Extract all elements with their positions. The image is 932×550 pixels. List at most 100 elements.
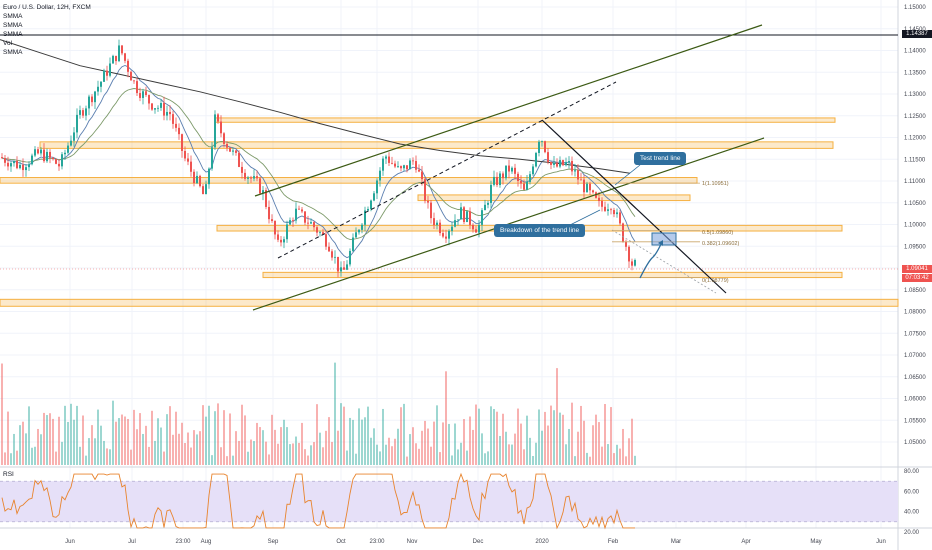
legend-indicator[interactable]: SMMA — [3, 22, 23, 29]
breakdown-callout[interactable]: Breakdown of the trend line — [494, 224, 586, 237]
candle-body — [307, 222, 309, 224]
volume-bar — [31, 447, 33, 465]
volume-bar — [526, 415, 528, 465]
volume-bar — [373, 428, 375, 465]
volume-bar — [511, 444, 513, 465]
candle-body — [340, 267, 342, 272]
volume-bar — [16, 450, 18, 465]
candle-body — [502, 173, 504, 179]
candle-body — [394, 163, 396, 167]
candle-body — [289, 220, 291, 225]
candle-body — [475, 229, 477, 233]
candle-body — [205, 184, 207, 195]
volume-bar — [508, 444, 510, 465]
volume-bar — [547, 425, 549, 465]
legend-indicator[interactable]: Vol — [3, 40, 13, 47]
candle-body — [460, 207, 462, 220]
volume-bar — [226, 456, 228, 465]
volume-bar — [316, 404, 318, 465]
candle-body — [157, 107, 159, 109]
candle-body — [622, 223, 624, 242]
volume-bar — [238, 440, 240, 465]
rsi-line — [1, 472, 635, 530]
legend-indicator[interactable]: SMMA — [3, 13, 23, 20]
candle-body — [310, 222, 312, 224]
volume-bar — [289, 444, 291, 465]
price-axis-label: 1.10500 — [904, 201, 926, 207]
legend-title[interactable]: Euro / U.S. Dollar, 12H, FXCM — [3, 4, 91, 11]
candle-body — [100, 81, 102, 87]
candle-body — [16, 160, 18, 169]
volume-bar — [535, 442, 537, 465]
candle-body — [208, 168, 210, 185]
price-axis-label: 1.08500 — [904, 288, 926, 294]
candle-body — [271, 219, 273, 222]
volume-bar — [1, 363, 3, 465]
price-axis-label: 1.13500 — [904, 70, 926, 76]
volume-bar — [583, 420, 585, 465]
support-resistance-zone — [39, 141, 834, 149]
price-axis-label: 1.11000 — [904, 179, 926, 185]
candle-body — [439, 222, 441, 234]
volume-bar — [550, 405, 552, 465]
candle-body — [214, 114, 216, 148]
volume-bar — [364, 417, 366, 465]
candle-body — [442, 233, 444, 237]
volume-bar — [268, 454, 270, 465]
volume-bar — [391, 446, 393, 465]
price-axis-label: 1.07000 — [904, 353, 926, 359]
volume-bar — [232, 455, 234, 465]
volume-bar — [256, 422, 258, 465]
candle-body — [91, 96, 93, 103]
rsi-label[interactable]: RSI — [3, 471, 14, 478]
candle-body — [448, 230, 450, 239]
volume-bar — [565, 444, 567, 465]
volume-bar — [163, 451, 165, 465]
candle-body — [616, 212, 618, 215]
volume-bar — [487, 451, 489, 465]
volume-bar — [571, 402, 573, 465]
volume-bar — [91, 425, 93, 465]
test-trend-line-callout[interactable]: Test trend line — [634, 152, 687, 165]
volume-bar — [451, 455, 453, 465]
trend-lines[interactable] — [0, 24, 898, 311]
volume-bar — [538, 409, 540, 465]
candle-body — [43, 149, 45, 162]
candle-body — [361, 224, 363, 230]
volume-bar — [85, 455, 87, 465]
volume-bar — [103, 440, 105, 465]
channel-upper-line — [254, 24, 763, 197]
candle-body — [160, 103, 162, 108]
volume-bar — [421, 430, 423, 465]
candle-body — [463, 207, 465, 223]
volume-bar — [400, 407, 402, 465]
volume-bar — [385, 444, 387, 465]
candle-body — [34, 149, 36, 156]
volume-bar — [340, 403, 342, 465]
candle-body — [244, 172, 246, 179]
candle-body — [427, 200, 429, 203]
volume-bar — [280, 427, 282, 465]
time-axis-label: Aug — [201, 539, 212, 545]
candle-body — [28, 164, 30, 168]
volume-bar — [610, 407, 612, 465]
volume-bar — [625, 456, 627, 465]
volume-bar — [40, 434, 42, 465]
smma-mid-line — [1, 88, 636, 240]
volume-bar — [187, 432, 189, 465]
candle-body — [10, 163, 12, 167]
candle-body — [484, 204, 486, 211]
legend-indicator[interactable]: SMMA — [3, 49, 23, 56]
volume-bar — [160, 427, 162, 465]
volume-bar — [589, 456, 591, 465]
volume-bar — [439, 452, 441, 465]
volume-bar — [310, 445, 312, 465]
target-box — [651, 232, 677, 246]
volume-bar — [613, 453, 615, 465]
volume-bar — [193, 430, 195, 465]
legend-indicator[interactable]: SMMA — [3, 31, 23, 38]
candle-body — [259, 178, 261, 194]
candle-body — [364, 210, 366, 225]
